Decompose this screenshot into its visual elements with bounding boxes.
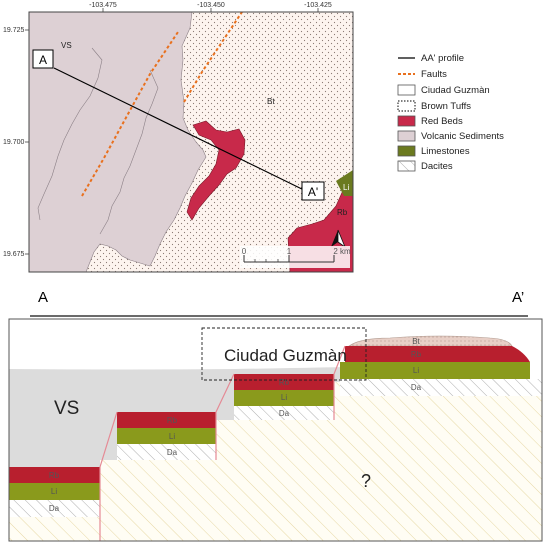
city-label: Ciudad Guzmàn [224,346,347,365]
brown-tuffs-cap [348,335,513,347]
lat-tick-3: 19.675 [3,251,25,258]
vs-label: VS [54,398,79,419]
limestones-area [336,170,353,196]
scale-2: 2 km [333,247,351,256]
legend-label-red-beds: Red Beds [421,116,463,127]
block-3-layers [234,374,334,420]
lon-tick-2: -103.450 [197,2,225,9]
bt-label-4: Bt [412,337,420,346]
map-label-rb: Rb [337,208,348,217]
rb-label-2: Rb [167,416,178,425]
li-label-4: Li [413,366,419,375]
scale-bar: 0 1 2 km [240,246,351,268]
li-label-2: Li [169,432,175,441]
profile-end-marker: A' [301,181,325,201]
rb-label-3: Rb [279,378,290,387]
internal-contact-2 [99,69,159,235]
map-label-li: Li [343,183,349,192]
legend-item-profile: AA' profile [398,53,464,64]
block-4-layers [340,346,542,396]
block-1-layers [9,467,100,517]
block-2-layers [117,412,216,460]
legend-label-profile: AA' profile [421,53,464,64]
lat-tick-2: 19.700 [3,139,25,146]
rb-label-4: Rb [411,350,422,359]
profile-start-marker: A [32,49,54,69]
geologic-map: -103.475 -103.450 -103.425 19.725 19.700… [3,2,354,273]
section-right-label: A’ [512,289,524,306]
legend-label-volcanic-sediments: Volcanic Sediments [421,131,504,142]
north-arrow [331,229,346,249]
li-label-3: Li [281,393,287,402]
scale-0: 0 [242,247,247,256]
da-label-4: Da [411,383,422,392]
legend-item-limestones: Limestones [397,145,470,157]
unknown-label: ? [361,471,371,491]
legend-label-dacites: Dacites [421,161,453,172]
da-label-3: Da [279,409,290,418]
legend-item-brown-tuffs: Brown Tuffs [397,100,471,112]
lon-tick-1: -103.475 [89,2,117,9]
map-label-bt: Bt [267,97,275,106]
cross-section: A A’ [8,289,543,542]
lat-tick-1: 19.725 [3,27,25,34]
da-label-1: Da [49,504,60,513]
internal-contact-1 [37,47,103,221]
legend-label-city: Ciudad Guzmàn [421,85,490,96]
rb-label-1: Rb [49,471,60,480]
legend-label-faults: Faults [421,69,447,80]
legend-item-volcanic-sediments: Volcanic Sediments [397,130,504,142]
fault-lines [99,345,346,541]
profile-end-label: A' [308,185,318,199]
legend-label-brown-tuffs: Brown Tuffs [421,101,471,112]
section-frame [8,318,543,542]
legend-item-dacites: Dacites [397,160,453,172]
profile-line [53,67,309,193]
legend-item-city: Ciudad Guzmàn [397,84,490,96]
legend-label-limestones: Limestones [421,146,470,157]
li-label-1: Li [51,487,57,496]
da-label-2: Da [167,448,178,457]
lon-tick-3: -103.425 [304,2,332,9]
legend-item-faults: Faults [398,69,447,80]
section-left-label: A [38,289,48,306]
profile-start-label: A [39,53,47,67]
dacites-body [9,379,542,541]
fault-1 [81,31,179,197]
legend: AA' profile Faults Ciudad Guzmàn Brown T… [397,53,504,172]
fault-2 [183,12,243,103]
legend-item-red-beds: Red Beds [397,115,463,127]
map-label-vs: VS [61,41,72,50]
scale-1: 1 [287,247,292,256]
red-beds-area-center [186,120,246,221]
city-box [201,327,367,381]
